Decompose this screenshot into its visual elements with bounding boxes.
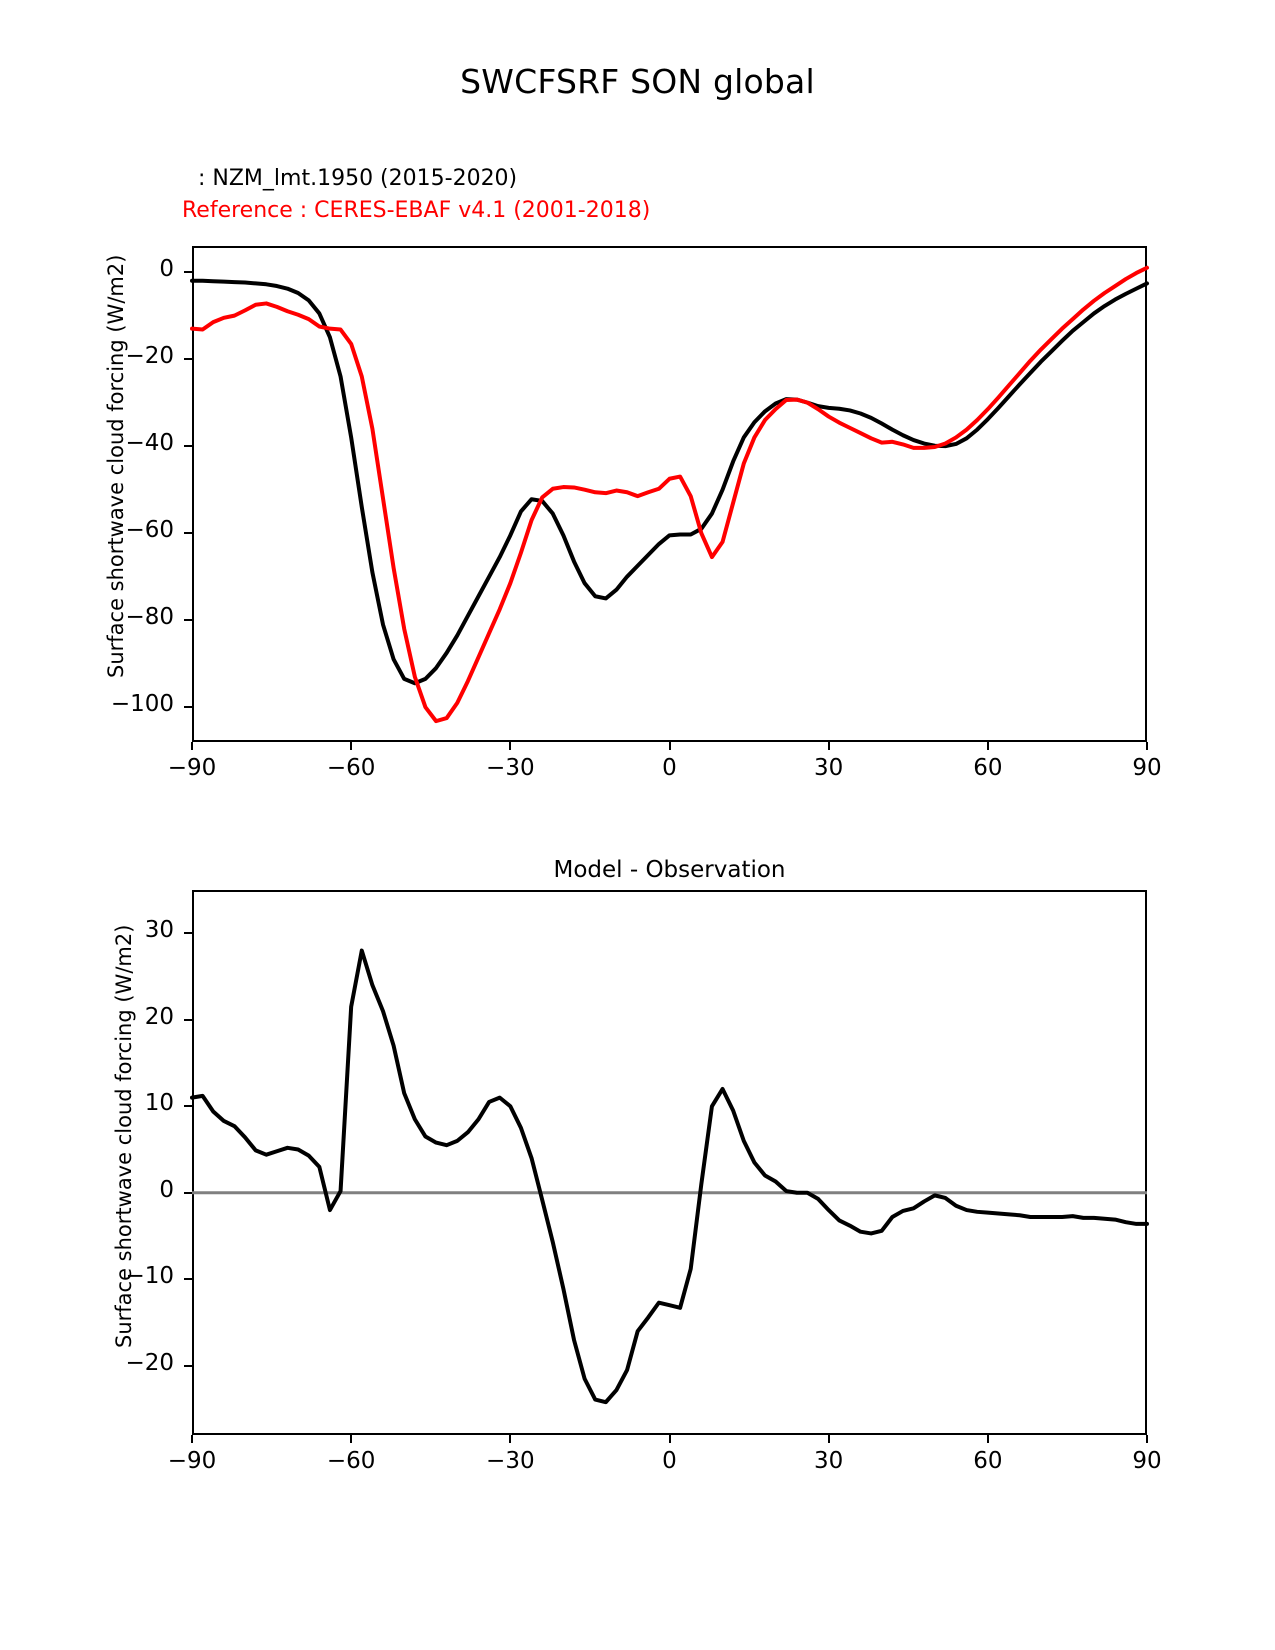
x-tick-mark	[1146, 742, 1148, 750]
x-tick-mark	[668, 1435, 671, 1443]
top-panel-axes	[192, 246, 1147, 742]
data-series-line-0	[190, 948, 1149, 1405]
x-tick-mark	[509, 1435, 512, 1443]
x-tick-mark	[350, 742, 353, 750]
x-tick-label: −90	[167, 1448, 217, 1474]
y-tick-mark	[184, 1018, 192, 1021]
y-tick-label: −20	[125, 343, 174, 370]
x-tick-mark	[827, 1435, 830, 1443]
x-tick-mark	[350, 1435, 353, 1443]
x-tick-label: 0	[662, 1448, 677, 1474]
y-tick-label: −100	[110, 691, 174, 718]
x-tick-label: 90	[1132, 1448, 1162, 1474]
y-tick-mark	[184, 1105, 192, 1108]
legend-model-entry: : NZM_lmt.1950 (2015-2020)	[198, 166, 518, 191]
y-tick-mark	[184, 706, 192, 709]
x-tick-mark	[191, 742, 193, 750]
x-tick-mark	[986, 742, 989, 750]
y-tick-label: 20	[144, 1003, 174, 1030]
y-tick-mark	[184, 619, 192, 622]
bottom-panel-title: Model - Observation	[553, 857, 786, 883]
x-tick-mark	[986, 1435, 989, 1443]
y-tick-label: 0	[159, 1176, 174, 1203]
x-tick-mark	[827, 742, 830, 750]
y-tick-mark	[184, 1191, 192, 1194]
x-tick-mark	[668, 742, 671, 750]
x-tick-label: 30	[814, 1448, 844, 1474]
x-tick-label: −60	[326, 1448, 376, 1474]
x-tick-mark	[1146, 1435, 1148, 1443]
y-tick-label: −20	[125, 1349, 174, 1376]
y-tick-label: −10	[125, 1263, 174, 1290]
bottom-panel-axes	[192, 890, 1147, 1435]
y-tick-label: 0	[159, 256, 174, 283]
x-tick-label: −30	[486, 755, 535, 781]
y-tick-mark	[184, 1364, 192, 1367]
y-tick-mark	[184, 532, 192, 535]
x-tick-label: 90	[1132, 755, 1162, 781]
y-tick-mark	[184, 445, 192, 448]
x-tick-label: 60	[973, 1448, 1003, 1474]
x-tick-label: −90	[167, 755, 217, 781]
x-tick-mark	[191, 1435, 193, 1443]
y-tick-label: −60	[125, 517, 174, 544]
y-tick-mark	[184, 358, 192, 361]
x-tick-label: 30	[814, 755, 844, 781]
y-tick-label: −80	[125, 604, 174, 631]
data-series-line-1	[190, 265, 1149, 724]
figure-title: SWCFSRF SON global	[460, 62, 815, 101]
y-tick-label: −40	[125, 430, 174, 457]
y-tick-mark	[184, 271, 192, 274]
x-tick-label: −60	[326, 755, 376, 781]
x-tick-label: 0	[662, 755, 677, 781]
y-tick-mark	[184, 1278, 192, 1281]
x-tick-label: −30	[486, 1448, 535, 1474]
x-tick-mark	[509, 742, 512, 750]
y-tick-mark	[184, 932, 192, 935]
data-series-line-0	[190, 278, 1149, 686]
y-tick-label: 30	[144, 917, 174, 944]
y-tick-label: 10	[144, 1090, 174, 1117]
x-tick-label: 60	[973, 755, 1003, 781]
legend-reference-entry: Reference : CERES-EBAF v4.1 (2001-2018)	[182, 198, 651, 223]
